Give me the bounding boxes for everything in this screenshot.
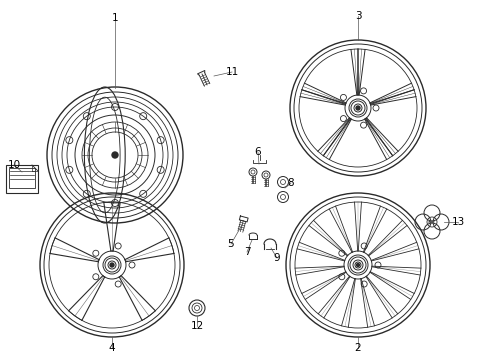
Text: 12: 12: [190, 321, 203, 331]
Text: 7: 7: [243, 247, 250, 257]
Circle shape: [110, 263, 114, 267]
Circle shape: [356, 264, 359, 266]
Text: 6: 6: [254, 147, 261, 157]
Text: 2: 2: [354, 343, 361, 353]
Text: 9: 9: [273, 253, 280, 263]
Text: 10: 10: [7, 160, 20, 170]
Bar: [9, 168, 35, 188]
Text: 13: 13: [450, 217, 464, 227]
Circle shape: [355, 106, 359, 110]
Text: 5: 5: [227, 239, 234, 249]
Circle shape: [112, 152, 118, 158]
Text: 1: 1: [111, 13, 118, 23]
Text: 4: 4: [108, 343, 115, 353]
Text: 8: 8: [287, 178, 294, 188]
Text: 3: 3: [354, 11, 361, 21]
Text: audi: audi: [427, 220, 435, 224]
Text: 11: 11: [225, 67, 238, 77]
